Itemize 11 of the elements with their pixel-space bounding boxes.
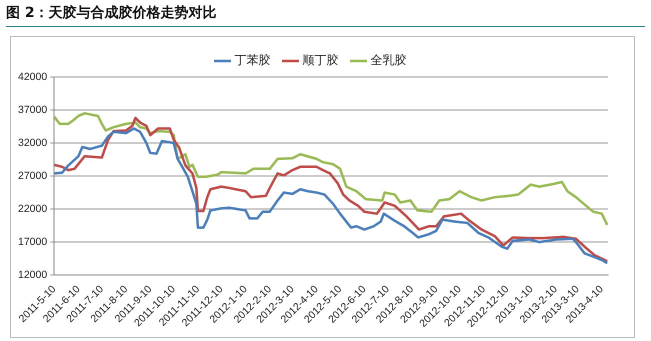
chart-title: 图 2：天胶与合成胶价格走势对比 <box>6 4 645 27</box>
y-tick-label: 37000 <box>18 104 48 116</box>
legend-label: 全乳胶 <box>370 53 406 68</box>
legend-label: 顺丁胶 <box>302 53 338 68</box>
y-tick-label: 22000 <box>18 202 48 215</box>
legend-label: 丁苯胶 <box>234 53 270 68</box>
y-tick-label: 27000 <box>18 170 48 182</box>
y-tick-label: 32000 <box>18 136 48 149</box>
y-tick-label: 17000 <box>18 236 48 248</box>
y-tick-label: 12000 <box>18 269 48 281</box>
y-tick-label: 42000 <box>18 70 48 83</box>
